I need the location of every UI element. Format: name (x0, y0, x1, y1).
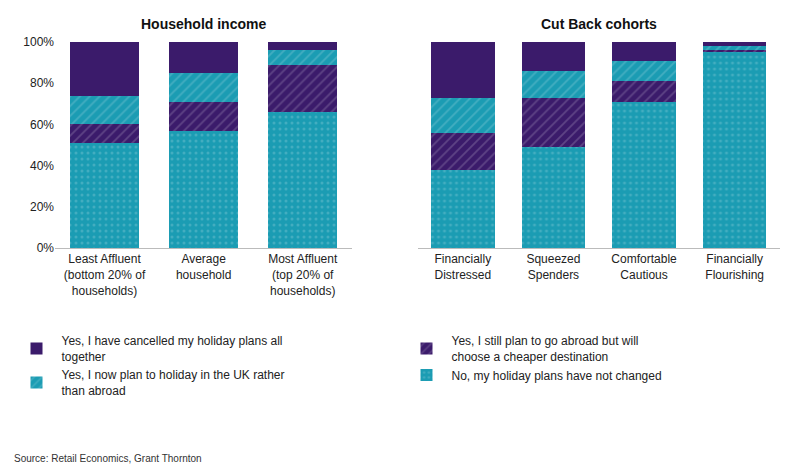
svg-text:FinanciallyDistressed: FinanciallyDistressed (434, 252, 491, 282)
svg-text:No, my holiday plans have not: No, my holiday plans have not changed (452, 369, 662, 383)
svg-text:Yes, I have cancelled my holid: Yes, I have cancelled my holiday plans a… (62, 334, 283, 364)
svg-text:0%: 0% (37, 241, 55, 255)
svg-text:40%: 40% (30, 159, 54, 173)
svg-text:Least Affluent(bottom 20% ofho: Least Affluent(bottom 20% ofhouseholds) (64, 252, 146, 297)
svg-text:Yes, I still plan to go abroad: Yes, I still plan to go abroad but willc… (452, 334, 639, 364)
svg-text:SqueezedSpenders: SqueezedSpenders (526, 252, 580, 282)
svg-text:FinanciallyFlourishing: FinanciallyFlourishing (705, 252, 764, 282)
svg-text:ComfortableCautious: ComfortableCautious (611, 252, 677, 282)
svg-text:Yes, I now plan to holiday in: Yes, I now plan to holiday in the UK rat… (62, 368, 285, 398)
svg-text:80%: 80% (30, 76, 54, 90)
svg-text:20%: 20% (30, 200, 54, 214)
svg-text:Source: Retail Economics, Gran: Source: Retail Economics, Grant Thornton (14, 453, 202, 464)
svg-text:Cut Back cohorts: Cut Back cohorts (541, 16, 657, 32)
svg-text:100%: 100% (23, 35, 54, 49)
svg-text:Most Affluent(top 20% ofhouseh: Most Affluent(top 20% ofhouseholds) (268, 252, 338, 297)
svg-text:Household income: Household income (141, 16, 266, 32)
svg-text:Averagehousehold: Averagehousehold (176, 252, 231, 282)
svg-text:60%: 60% (30, 118, 54, 132)
